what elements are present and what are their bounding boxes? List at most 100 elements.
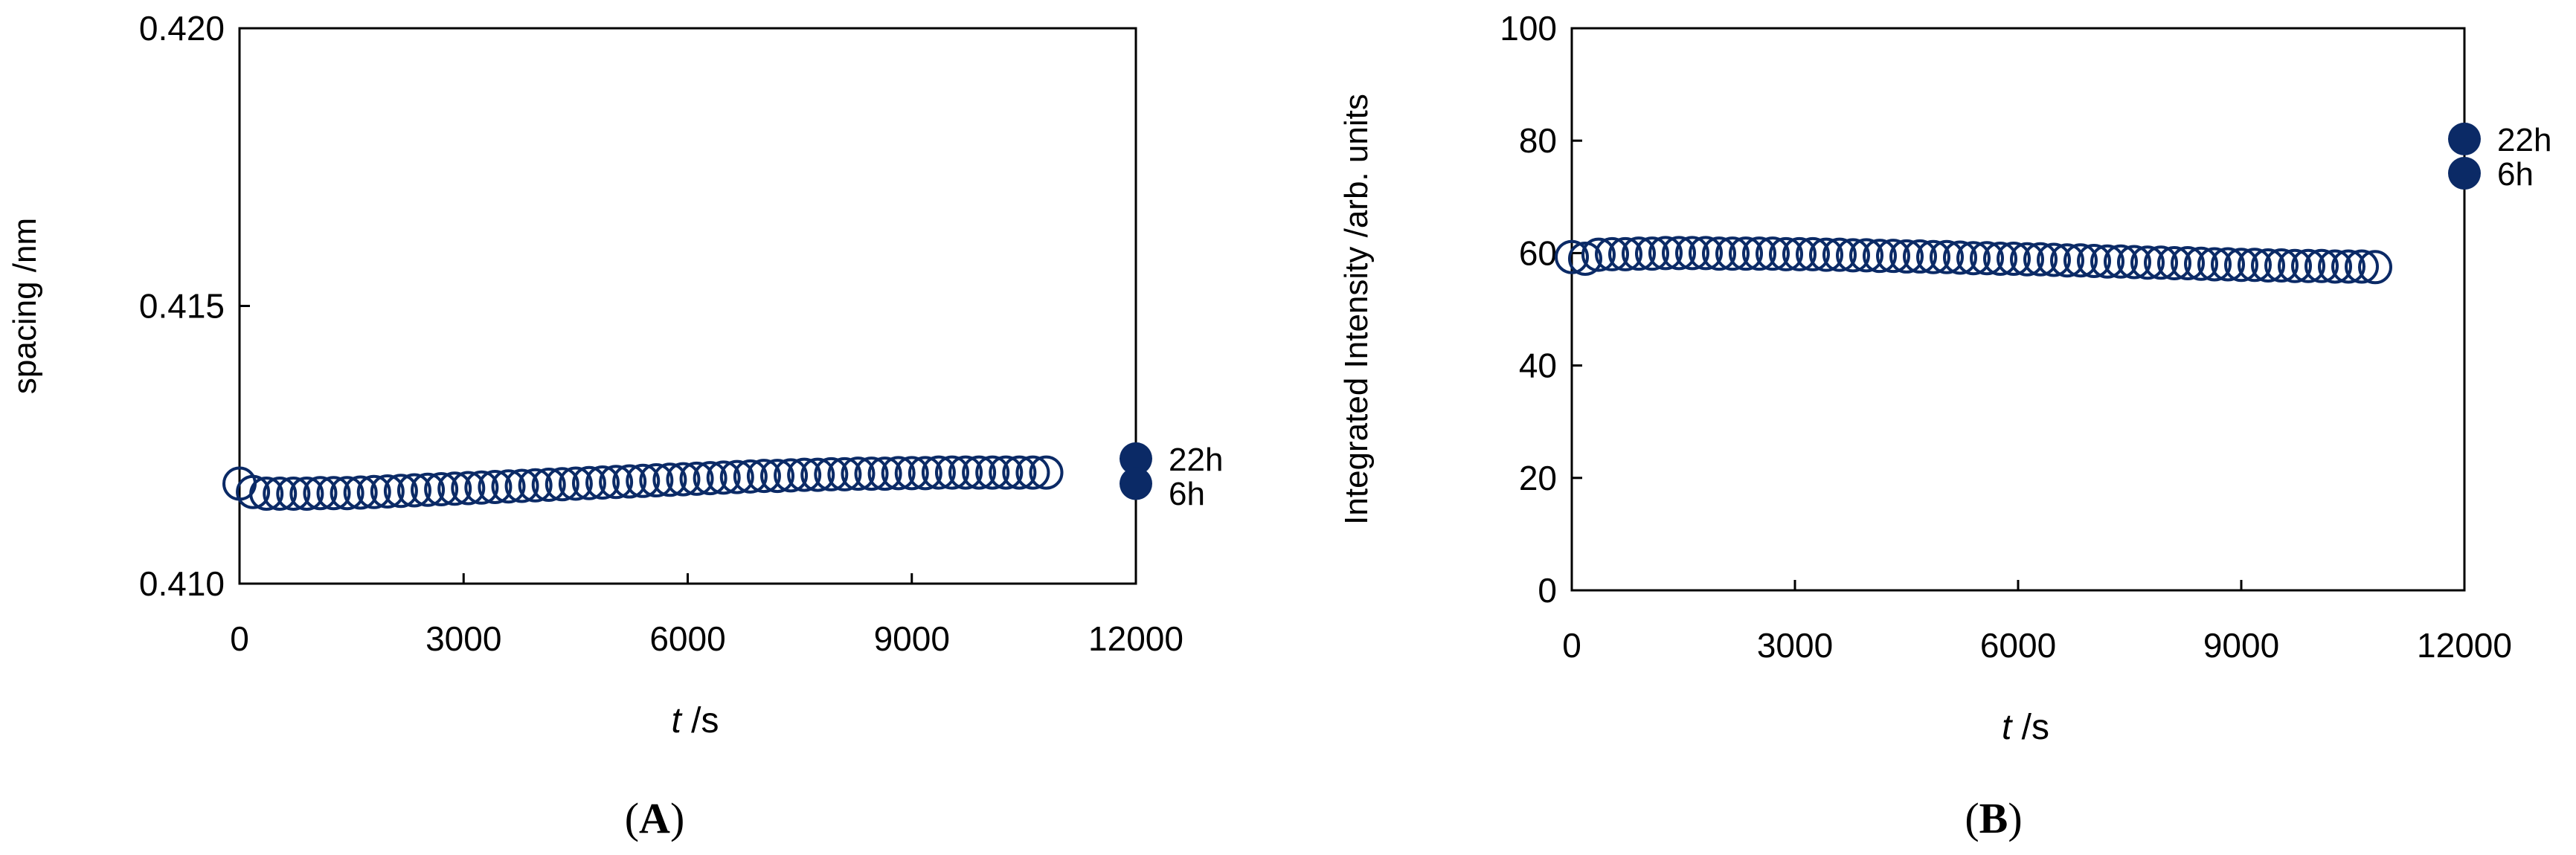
panel-label-part: )	[2008, 794, 2022, 842]
open-data-point	[571, 465, 606, 500]
x-tick-label: 6000	[1980, 626, 2056, 665]
open-data-point	[2117, 245, 2151, 280]
open-data-point	[760, 459, 794, 494]
panel-label: (B)	[1965, 794, 2022, 842]
panel-label-part: A	[639, 794, 670, 842]
open-data-point	[531, 468, 566, 503]
open-data-point	[1876, 239, 1910, 274]
open-data-point	[451, 471, 486, 506]
open-data-point	[1782, 236, 1817, 271]
open-data-point	[921, 455, 956, 490]
x-tick-label: 3000	[1757, 626, 1833, 665]
open-data-point	[841, 456, 876, 491]
x-axis-title-unit: /s	[681, 701, 719, 741]
filled-data-point	[2448, 157, 2481, 190]
open-data-point	[1756, 236, 1790, 271]
open-data-point	[800, 457, 835, 492]
x-axis-title: t /s	[2002, 708, 2049, 747]
open-data-point	[1836, 238, 1870, 273]
panel-label-part: )	[670, 794, 684, 842]
open-data-point	[854, 456, 889, 491]
plot-frame	[1570, 27, 2466, 592]
x-axis-title-unit: /s	[2011, 708, 2049, 747]
open-data-point	[626, 463, 661, 498]
open-data-point	[1943, 240, 1977, 275]
open-data-point	[2077, 243, 2111, 278]
y-tick-label: 40	[1519, 346, 1557, 385]
open-data-point	[908, 456, 942, 491]
open-data-point	[263, 476, 298, 511]
open-data-point	[1689, 236, 1723, 271]
open-data-point	[1970, 241, 2004, 276]
open-data-point	[706, 460, 741, 495]
x-axis-title-symbol: t	[671, 701, 682, 741]
point-annotation: 22h	[1169, 442, 1223, 478]
open-data-point	[316, 476, 351, 511]
open-data-point	[975, 455, 1010, 490]
open-data-point	[2063, 243, 2098, 278]
open-data-point	[1903, 239, 1937, 274]
open-data-point	[558, 466, 593, 501]
panel-b: 0 20 40 60 80 100 0 3000 6000 9000 12000 t /s Integr…	[1338, 9, 2551, 842]
open-data-point	[652, 462, 687, 497]
open-data-point	[1997, 241, 2031, 276]
open-data-point	[2090, 244, 2124, 279]
open-data-point	[639, 463, 674, 498]
x-tick-label: 9000	[2203, 626, 2279, 665]
open-data-point	[1608, 236, 1642, 271]
x-tick-label: 12000	[1088, 619, 1183, 658]
open-data-point	[814, 456, 849, 491]
open-data-point	[1729, 236, 1763, 271]
open-data-point	[424, 472, 459, 507]
open-data-point	[1635, 236, 1669, 271]
y-tick-label: 80	[1519, 121, 1557, 160]
open-data-point	[1916, 239, 1950, 274]
open-data-point	[330, 476, 364, 511]
open-data-point	[478, 470, 513, 505]
open-data-point	[1889, 239, 1924, 274]
panel-label-part: (	[625, 794, 639, 842]
open-data-point	[1863, 239, 1897, 274]
open-data-point	[2144, 245, 2178, 280]
open-data-point	[2197, 247, 2232, 282]
y-tick-label: 100	[1500, 9, 1557, 48]
panel-label: (A)	[625, 794, 685, 842]
open-data-point	[1029, 455, 1064, 490]
filled-data-point	[1120, 467, 1152, 500]
open-data-point	[2023, 242, 2058, 277]
open-data-point	[1983, 241, 2017, 276]
open-data-point	[666, 462, 701, 497]
open-data-point	[2157, 246, 2191, 281]
open-data-point	[733, 459, 768, 494]
open-data-point	[1809, 237, 1843, 272]
open-data-point	[1769, 236, 1803, 271]
panel-label-part: (	[1965, 794, 1979, 842]
open-data-point	[2130, 245, 2165, 280]
open-data-point	[1002, 455, 1037, 490]
open-data-point	[1849, 238, 1883, 273]
open-data-point	[599, 465, 634, 500]
open-data-point	[774, 458, 809, 493]
x-axis-title-symbol: t	[2002, 708, 2013, 747]
open-data-point	[746, 459, 781, 494]
open-data-point	[948, 455, 983, 490]
y-tick-label: 0.415	[139, 287, 225, 326]
open-data-point	[2331, 249, 2365, 284]
x-axis-title: t /s	[671, 701, 719, 741]
open-data-point	[437, 471, 472, 506]
open-data-point	[2345, 249, 2379, 284]
point-annotation: 22h	[2497, 122, 2551, 158]
open-data-point	[2171, 246, 2205, 281]
open-data-point	[1015, 455, 1050, 490]
open-data-point	[827, 456, 862, 491]
x-tick-label: 9000	[874, 619, 950, 658]
open-data-point	[962, 455, 997, 490]
open-data-point	[1796, 236, 1830, 271]
x-tick-label: 3000	[425, 619, 501, 658]
open-data-point	[383, 474, 418, 509]
panel-label-part: B	[1979, 794, 2008, 842]
x-tick-label: 6000	[649, 619, 725, 658]
open-data-point	[934, 455, 969, 490]
open-data-point	[894, 456, 929, 491]
open-data-point	[2291, 248, 2325, 283]
